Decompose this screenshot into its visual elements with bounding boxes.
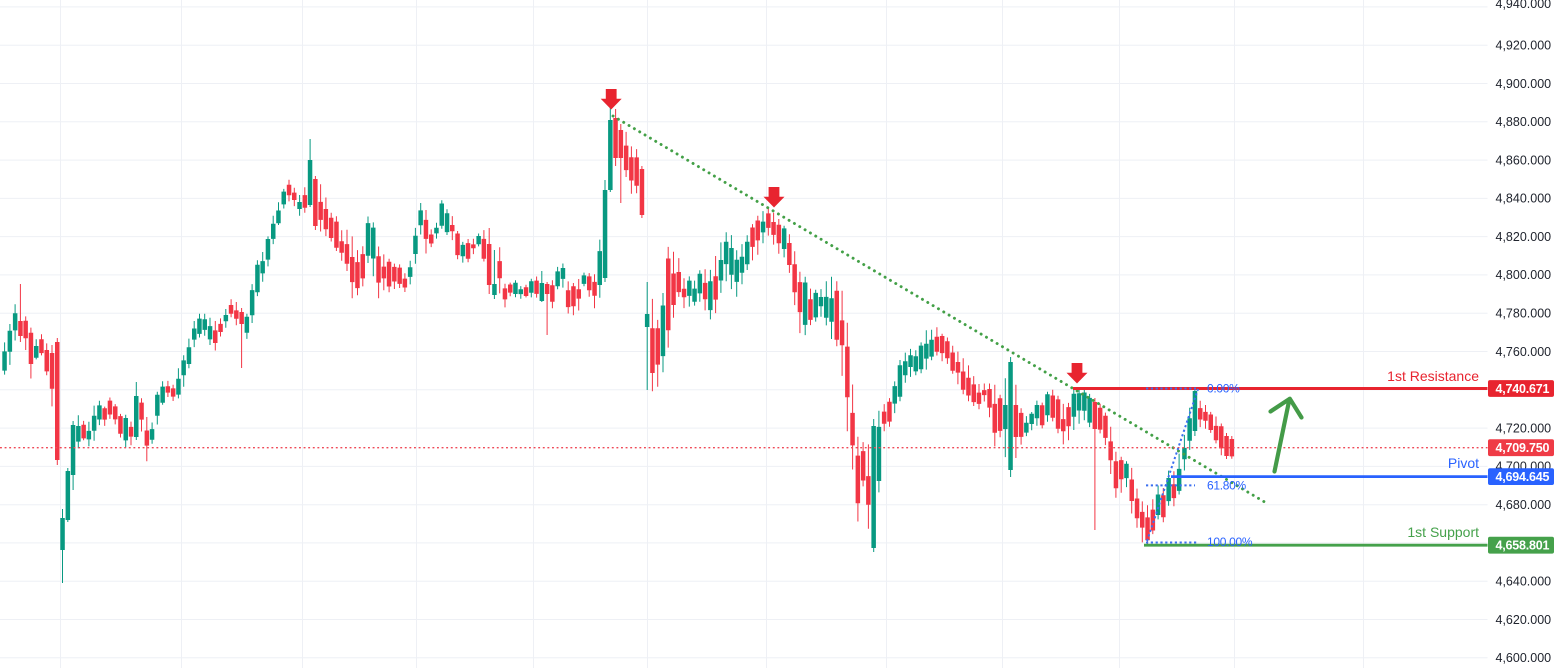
svg-text:4,900.000: 4,900.000 xyxy=(1496,77,1552,91)
svg-text:4,940.000: 4,940.000 xyxy=(1496,0,1552,11)
svg-text:61.80%: 61.80% xyxy=(1207,478,1247,492)
svg-text:4,640.000: 4,640.000 xyxy=(1496,575,1552,589)
svg-text:Pivot: Pivot xyxy=(1448,455,1479,471)
svg-text:4,658.801: 4,658.801 xyxy=(1496,539,1550,553)
svg-text:4,780.000: 4,780.000 xyxy=(1496,307,1552,321)
svg-text:4,800.000: 4,800.000 xyxy=(1496,268,1552,282)
svg-text:4,620.000: 4,620.000 xyxy=(1496,613,1552,627)
svg-text:4,840.000: 4,840.000 xyxy=(1496,192,1552,206)
svg-text:0.00%: 0.00% xyxy=(1207,382,1240,396)
svg-text:4,600.000: 4,600.000 xyxy=(1496,651,1552,665)
svg-text:4,680.000: 4,680.000 xyxy=(1496,498,1552,512)
svg-text:4,740.671: 4,740.671 xyxy=(1496,382,1550,396)
svg-text:4,920.000: 4,920.000 xyxy=(1496,39,1552,53)
svg-text:4,820.000: 4,820.000 xyxy=(1496,230,1552,244)
svg-text:4,709.750: 4,709.750 xyxy=(1496,441,1550,455)
svg-text:4,860.000: 4,860.000 xyxy=(1496,153,1552,167)
svg-text:4,694.645: 4,694.645 xyxy=(1496,470,1550,484)
svg-text:4,880.000: 4,880.000 xyxy=(1496,115,1552,129)
svg-text:1st Support: 1st Support xyxy=(1407,524,1479,540)
svg-text:100.00%: 100.00% xyxy=(1207,535,1253,549)
svg-text:1st Resistance: 1st Resistance xyxy=(1387,368,1479,384)
svg-text:4,720.000: 4,720.000 xyxy=(1496,421,1552,435)
svg-text:4,760.000: 4,760.000 xyxy=(1496,345,1552,359)
